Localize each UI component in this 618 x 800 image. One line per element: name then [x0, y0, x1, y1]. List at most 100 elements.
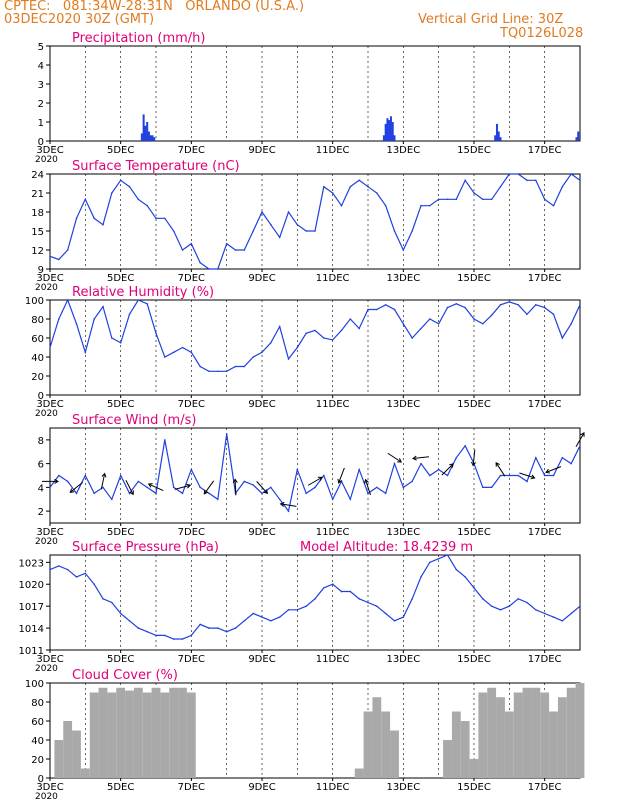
y-tick-label: 1023	[19, 558, 44, 569]
data-point	[429, 204, 431, 207]
wind-arrow-head	[147, 483, 153, 488]
model-run-id: TQ0126L028	[500, 26, 584, 41]
y-tick-label: 60	[31, 717, 44, 728]
data-point	[208, 370, 210, 373]
data-point	[190, 634, 193, 637]
cloud-bar	[478, 692, 488, 778]
cloud-bar	[63, 721, 73, 778]
data-point	[508, 474, 511, 477]
data-point	[349, 498, 352, 501]
data-point	[499, 185, 502, 188]
y-tick-label: 100	[25, 679, 44, 690]
y-tick-label: 8	[38, 436, 44, 447]
data-point	[402, 616, 405, 618]
data-point	[305, 492, 307, 495]
x-tick-label: 7DEC	[178, 145, 205, 156]
data-point	[543, 198, 546, 201]
run-date: 03DEC2020 30Z (GMT)	[4, 12, 155, 27]
cloud-bar	[125, 690, 134, 778]
data-point	[455, 456, 458, 459]
data-point	[287, 510, 290, 512]
panel-subtitle: Model Altitude: 18.4239 m	[300, 540, 473, 555]
data-point	[137, 627, 140, 629]
data-point	[296, 223, 299, 226]
data-point	[314, 486, 316, 489]
y-tick-label: 18	[31, 208, 44, 219]
data-point	[172, 486, 175, 489]
panel-title: Surface Pressure (hPa)	[72, 540, 219, 555]
data-point	[323, 337, 325, 339]
data-point	[526, 480, 528, 483]
data-point	[543, 474, 546, 477]
data-point	[535, 303, 537, 306]
data-point	[570, 173, 572, 175]
data-point	[111, 337, 113, 339]
data-point	[464, 179, 466, 182]
data-point	[208, 492, 210, 495]
wind-arrow	[148, 483, 164, 492]
data-point	[234, 365, 237, 368]
data-point	[446, 198, 449, 201]
wind-arrow	[495, 462, 506, 477]
wind-arrow-head	[530, 474, 536, 480]
data-point	[49, 568, 51, 571]
cloud-bar	[504, 711, 514, 778]
data-point	[199, 623, 201, 626]
data-point	[570, 322, 572, 325]
data-point	[579, 445, 581, 447]
data-point	[526, 313, 528, 316]
data-point	[146, 303, 148, 305]
data-point	[323, 185, 325, 188]
x-tick-label: 5DEC	[107, 527, 134, 538]
data-point	[411, 598, 413, 600]
data-point	[119, 179, 122, 182]
data-point	[535, 179, 537, 182]
data-point	[243, 619, 246, 622]
data-point	[358, 468, 360, 471]
data-point	[508, 605, 511, 607]
data-point	[128, 619, 131, 622]
data-point	[570, 462, 572, 465]
panel-frame-4	[49, 554, 581, 651]
cloud-bar	[451, 711, 461, 778]
wind-arrow-head	[449, 463, 454, 468]
y-tick-label: 9	[38, 265, 44, 276]
cloud-bar	[89, 692, 99, 778]
data-point	[119, 341, 122, 344]
x-tick-label: 13DEC	[386, 273, 420, 284]
x-tick-year: 2020	[35, 409, 58, 419]
y-tick-label: 1017	[19, 602, 44, 613]
cloud-bar	[557, 697, 567, 778]
data-point	[376, 605, 378, 607]
cloud-bar	[540, 692, 550, 778]
data-point	[190, 468, 193, 471]
data-point	[331, 498, 334, 501]
panel-frame-0	[49, 45, 581, 142]
wind-arrow-head	[580, 432, 585, 437]
data-point	[102, 598, 104, 600]
series-line	[49, 298, 581, 372]
x-tick-label: 3DEC	[36, 654, 63, 665]
y-tick-label: 100	[25, 296, 44, 307]
panel-title: Precipitation (mm/h)	[72, 31, 205, 46]
data-point	[199, 365, 201, 368]
data-point	[217, 268, 219, 270]
data-point	[84, 474, 87, 477]
data-point	[252, 612, 254, 615]
cloud-bar	[443, 740, 452, 778]
wind-arrow	[256, 481, 268, 494]
x-tick-year: 2020	[35, 664, 58, 674]
data-point	[331, 339, 334, 341]
data-point	[358, 327, 360, 330]
y-tick-label: 20	[31, 755, 44, 766]
data-point	[111, 498, 113, 501]
data-point	[482, 486, 484, 489]
data-point	[358, 598, 360, 600]
cloud-bar	[372, 697, 382, 778]
data-point	[314, 230, 316, 232]
data-point	[517, 303, 519, 306]
wind-arrow	[441, 463, 454, 476]
data-point	[570, 612, 572, 615]
y-tick-label: 15	[31, 227, 44, 238]
data-point	[349, 185, 352, 188]
